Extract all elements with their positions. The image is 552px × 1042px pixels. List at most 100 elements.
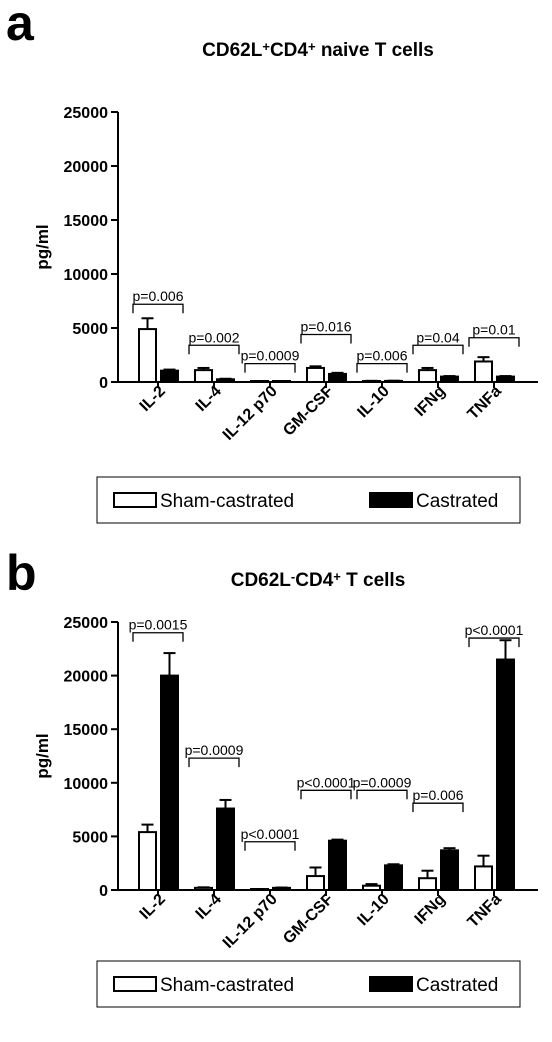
y-tick-label: 15000 [64,213,109,230]
bar-sham [418,877,437,892]
significance-bracket [188,757,240,768]
title-segment: CD62L [202,40,263,61]
chart-title: CD62L-CD4+ T cells [231,569,406,591]
p-value-label: p=0.006 [413,787,464,803]
chart-title: CD62L+CD4+ naive T cells [202,39,434,61]
x-tick-label: IL-4 [193,383,225,415]
x-tick-label: TNFa [465,383,505,423]
legend-label: Sham-castrated [160,975,294,996]
title-segment: naive T cells [316,40,434,61]
y-tick-label: 10000 [64,267,109,284]
significance-bracket [300,789,352,800]
x-tick-label: IL-12 p70 [220,383,281,444]
bar-castrated [328,372,347,383]
significance-bracket [188,344,240,355]
significance-bracket [300,333,352,344]
significance-bracket [468,337,520,347]
y-tick-label: 20000 [64,669,109,686]
legend-box [96,960,521,1008]
panel-letter: b [6,545,37,601]
significance-bracket [356,789,408,800]
chart-panel-a: a CD62L+CD4+ naive T cells050001000015000… [6,0,538,524]
p-value-label: p<0.0001 [465,622,524,638]
bar-castrated [384,864,403,891]
legend-swatch [369,976,413,992]
bar-castrated [160,674,179,891]
title-segment: CD4 [270,40,308,61]
significance-bracket [244,841,296,851]
bar-sham [418,369,437,383]
significance-bracket [468,637,520,648]
legend-label: Castrated [416,975,498,996]
significance-bracket [412,344,464,355]
bar-sham [194,369,213,383]
bar-sham [306,366,325,383]
p-value-label: p=0.04 [416,329,459,345]
bar-castrated [496,658,515,892]
bar-castrated [440,849,459,891]
p-value-label: p<0.0001 [297,774,356,790]
p-value-label: p=0.0015 [129,617,188,633]
p-value-label: p=0.0009 [185,742,244,758]
x-tick-label: IL-10 [354,891,392,929]
legend-label: Sham-castrated [160,491,294,512]
y-axis-label: pg/ml [33,224,52,269]
title-superscript: + [333,569,341,584]
legend-box [96,476,521,524]
title-superscript: + [308,39,316,54]
y-tick-label: 10000 [64,776,109,793]
bar-sham [306,875,325,892]
p-value-label: p=0.016 [301,318,352,334]
panel-letter: a [6,0,35,51]
bar-castrated [160,369,179,384]
significance-bracket [412,802,464,813]
x-tick-label: IL-2 [137,383,169,415]
p-value-label: p=0.002 [189,329,240,345]
title-superscript: + [262,39,270,54]
legend: Sham-castrated Castrated [96,476,521,524]
bar-sham [474,865,493,892]
title-segment: CD4 [295,570,333,591]
bar-sham [474,360,493,384]
y-tick-label: 25000 [64,615,109,632]
p-value-label: p=0.006 [133,288,184,304]
legend-swatch [113,976,157,992]
bar-sham [138,831,157,891]
x-tick-label: IL-12 p70 [220,891,281,952]
x-tick-label: IL-4 [193,891,225,923]
legend-swatch [113,492,157,508]
x-tick-label: GM-CSF [280,891,337,948]
x-tick-label: IFNg [412,383,449,420]
title-segment: T cells [341,570,405,591]
legend-label: Castrated [416,491,498,512]
significance-bracket [132,632,184,642]
significance-bracket [132,303,184,314]
y-tick-label: 20000 [64,159,109,176]
bar-castrated [496,375,515,384]
x-tick-label: TNFa [465,891,505,931]
x-tick-label: IL-2 [137,891,169,923]
bar-castrated [216,807,235,892]
bar-sham [138,328,157,383]
x-tick-label: IFNg [412,891,449,928]
p-value-label: p<0.0001 [241,826,300,842]
legend-swatch [369,492,413,508]
significance-bracket [356,362,408,373]
x-tick-label: GM-CSF [280,383,337,440]
title-superscript: - [291,569,295,584]
bar-castrated [328,839,347,891]
p-value-label: p=0.01 [472,322,515,338]
y-tick-label: 15000 [64,722,109,739]
x-tick-label: IL-10 [354,383,392,421]
y-tick-label: 5000 [72,829,108,846]
p-value-label: p=0.0009 [241,348,300,364]
y-tick-label: 0 [99,883,108,900]
y-tick-label: 0 [99,375,108,392]
bar-sham [362,884,381,891]
title-segment: CD62L [231,570,292,591]
legend: Sham-castrated Castrated [96,960,521,1008]
significance-bracket [244,362,296,373]
p-value-label: p=0.0009 [353,774,412,790]
chart-panel-b: b CD62L-CD4+ T cells 0 5000 10000 15000 20000 2… [6,545,538,1008]
